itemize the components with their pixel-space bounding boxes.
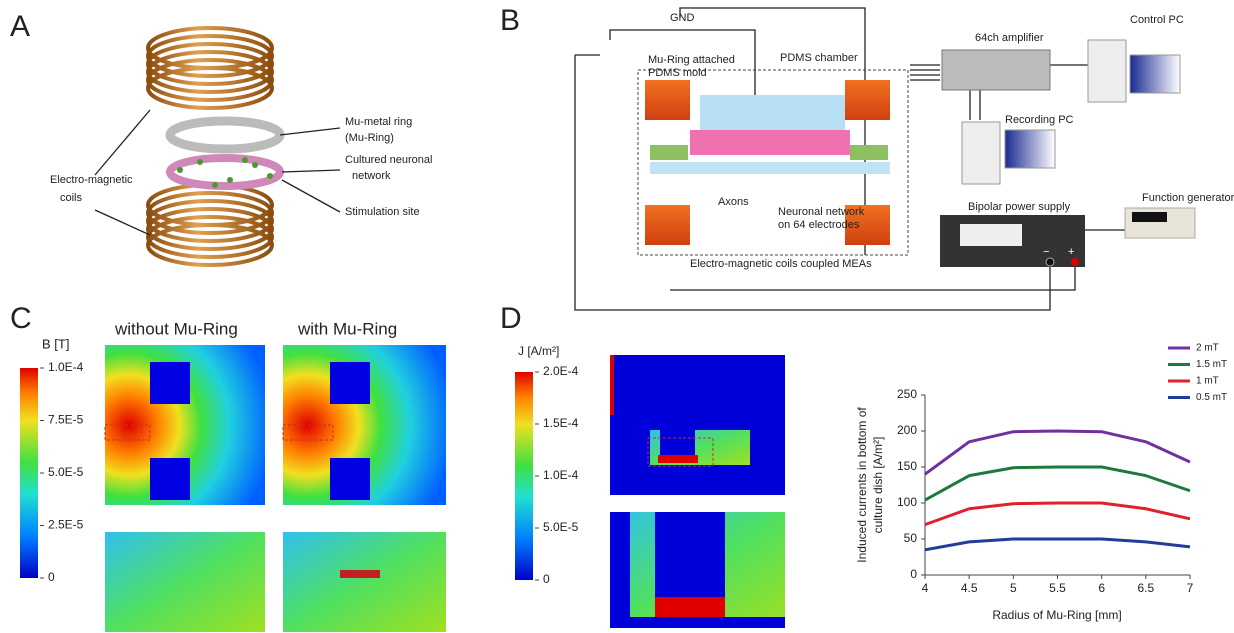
label: coils: [60, 192, 83, 204]
label: Axons: [718, 196, 749, 208]
label: on 64 electrodes: [778, 219, 860, 231]
colorbar-tick-label: 5.0E-5: [543, 520, 579, 534]
label: PDMS mold: [648, 67, 707, 79]
colorbar-tick-label: 1.5E-4: [543, 416, 579, 430]
label: Mu-Ring attached: [648, 54, 735, 66]
label: Stimulation site: [345, 206, 420, 218]
colorbar-tick-label: 7.5E-5: [48, 413, 84, 427]
x-tick-label: 5: [1010, 581, 1017, 595]
label: Neuronal network: [778, 206, 865, 218]
coil: [645, 80, 690, 120]
legend-label: 1 mT: [1196, 376, 1219, 387]
x-tick-label: 6: [1098, 581, 1105, 595]
colorbar-tick-label: 0: [543, 572, 550, 586]
coil-bottom: [148, 185, 272, 265]
line: [925, 539, 1190, 550]
current-map: [610, 355, 785, 628]
y-tick-label: 150: [897, 459, 917, 473]
network: [170, 158, 280, 186]
colorbar-tick-label: 0: [48, 570, 55, 584]
panel-letter: D: [500, 302, 522, 335]
label: GND: [670, 12, 695, 24]
field-map: [105, 345, 446, 632]
legend-label: 1.5 mT: [1196, 359, 1227, 370]
x-tick-label: 5.5: [1049, 581, 1066, 595]
label: Mu-metal ring: [345, 116, 412, 128]
display: [1132, 212, 1167, 222]
pdms-chamber: [690, 130, 850, 155]
pc: [962, 122, 1000, 184]
y-axis-label: culture dish [A/m²]: [871, 437, 885, 534]
label: Bipolar power supply: [968, 201, 1071, 213]
monitor: [1005, 130, 1055, 168]
label: Function generator: [1142, 192, 1234, 204]
amplifier: [942, 50, 1050, 90]
colorbar-label: J [A/m²]: [518, 344, 559, 358]
x-tick-label: 7: [1187, 581, 1194, 595]
x-tick-label: 4.5: [961, 581, 978, 595]
y-tick-label: 100: [897, 495, 917, 509]
legend-label: 0.5 mT: [1196, 392, 1227, 403]
connector: [850, 145, 888, 160]
y-tick-label: 200: [897, 423, 917, 437]
label: 64ch amplifier: [975, 32, 1044, 44]
label: −: [1043, 246, 1049, 258]
line: [925, 467, 1190, 500]
line: [925, 503, 1190, 525]
label: Electro-magnetic coils coupled MEAs: [690, 258, 872, 270]
y-tick-label: 0: [910, 567, 917, 581]
colorbar-tick-label: 1.0E-4: [48, 360, 84, 374]
label: PDMS chamber: [780, 52, 858, 64]
terminal: [1071, 258, 1079, 266]
coil: [845, 80, 890, 120]
coil-top: [148, 28, 272, 108]
label: Recording PC: [1005, 114, 1074, 126]
display: [960, 224, 1022, 246]
colorbar-tick-label: 2.5E-5: [48, 518, 84, 532]
label: network: [352, 170, 391, 182]
label: +: [1068, 246, 1074, 258]
label: Electro-magnetic: [50, 174, 133, 186]
colorbar-tick-label: 2.0E-4: [543, 364, 579, 378]
colorbar-tick-label: 5.0E-5: [48, 465, 84, 479]
label: Cultured neuronal: [345, 154, 432, 166]
panel-letter: C: [10, 302, 32, 335]
legend-label: 2 mT: [1196, 343, 1219, 354]
coil: [645, 205, 690, 245]
colorbar: [20, 368, 38, 578]
pc: [1088, 40, 1126, 102]
pdms-mold: [700, 95, 845, 130]
y-tick-label: 250: [897, 387, 917, 401]
y-axis-label: Induced currents in bottom of: [855, 407, 869, 563]
label: Control PC: [1130, 14, 1184, 26]
x-tick-label: 6.5: [1137, 581, 1154, 595]
label: with Mu-Ring: [297, 319, 397, 338]
colorbar-label: B [T]: [42, 336, 69, 351]
panel-letter: A: [10, 10, 30, 43]
x-axis-label: Radius of Mu-Ring [mm]: [992, 608, 1121, 622]
label: without Mu-Ring: [114, 319, 238, 338]
colorbar: [515, 372, 533, 580]
label: (Mu-Ring): [345, 132, 394, 144]
y-tick-label: 50: [904, 531, 918, 545]
monitor: [1130, 55, 1180, 93]
x-tick-label: 4: [922, 581, 929, 595]
panel-letter: B: [500, 4, 520, 37]
terminal: [1046, 258, 1054, 266]
colorbar-tick-label: 1.0E-4: [543, 468, 579, 482]
mea-glass: [650, 162, 890, 174]
figure: A Electro-magnetic coils Mu-metal ring (…: [0, 0, 1234, 633]
connector: [650, 145, 688, 160]
mu-ring: [170, 121, 280, 149]
